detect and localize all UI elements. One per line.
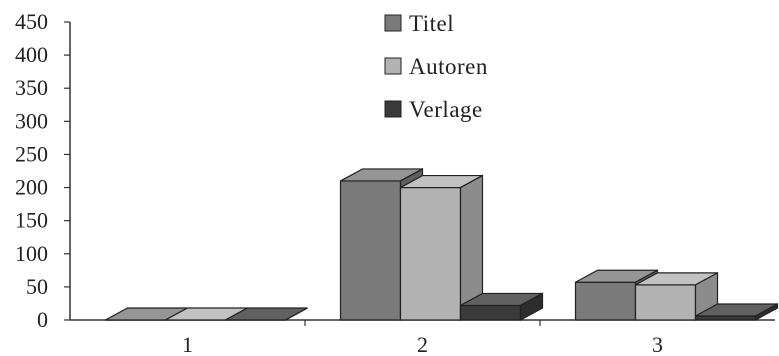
y-tick-label: 150 xyxy=(15,208,48,233)
y-tick-label: 0 xyxy=(37,307,48,332)
x-tick-label: 2 xyxy=(417,332,428,356)
legend-item-autoren: Autoren xyxy=(384,54,488,79)
chart-bars xyxy=(104,167,779,322)
y-tick-label: 350 xyxy=(15,75,48,100)
y-tick-label: 300 xyxy=(15,108,48,133)
x-tick-label: 1 xyxy=(182,332,193,356)
legend-item-verlage: Verlage xyxy=(384,97,483,122)
bar-verlage-2 xyxy=(459,292,544,322)
x-tick-label: 3 xyxy=(652,332,663,356)
y-tick-label: 50 xyxy=(26,274,48,299)
y-tick-label: 100 xyxy=(15,241,48,266)
y-tick-label: 250 xyxy=(15,141,48,166)
y-tick-label: 200 xyxy=(15,175,48,200)
bar-autoren-2 xyxy=(399,174,484,322)
legend-swatch xyxy=(384,14,402,32)
y-tick-label: 400 xyxy=(15,42,48,67)
bar-verlage-3 xyxy=(694,303,779,322)
legend-label: Titel xyxy=(409,11,454,36)
legend-swatch xyxy=(384,57,402,75)
chart-axes: 0 50 100 150 200 250 300 350 400 450 1 2 3 xyxy=(15,9,775,356)
chart-legend: Titel Autoren Verlage xyxy=(384,11,488,122)
y-tick-label: 450 xyxy=(15,9,48,34)
legend-item-titel: Titel xyxy=(384,11,454,36)
legend-label: Verlage xyxy=(409,97,483,122)
legend-label: Autoren xyxy=(409,54,488,79)
legend-swatch xyxy=(384,100,402,118)
bar-verlage-1 xyxy=(224,307,308,321)
bar-autoren-1 xyxy=(164,307,248,321)
